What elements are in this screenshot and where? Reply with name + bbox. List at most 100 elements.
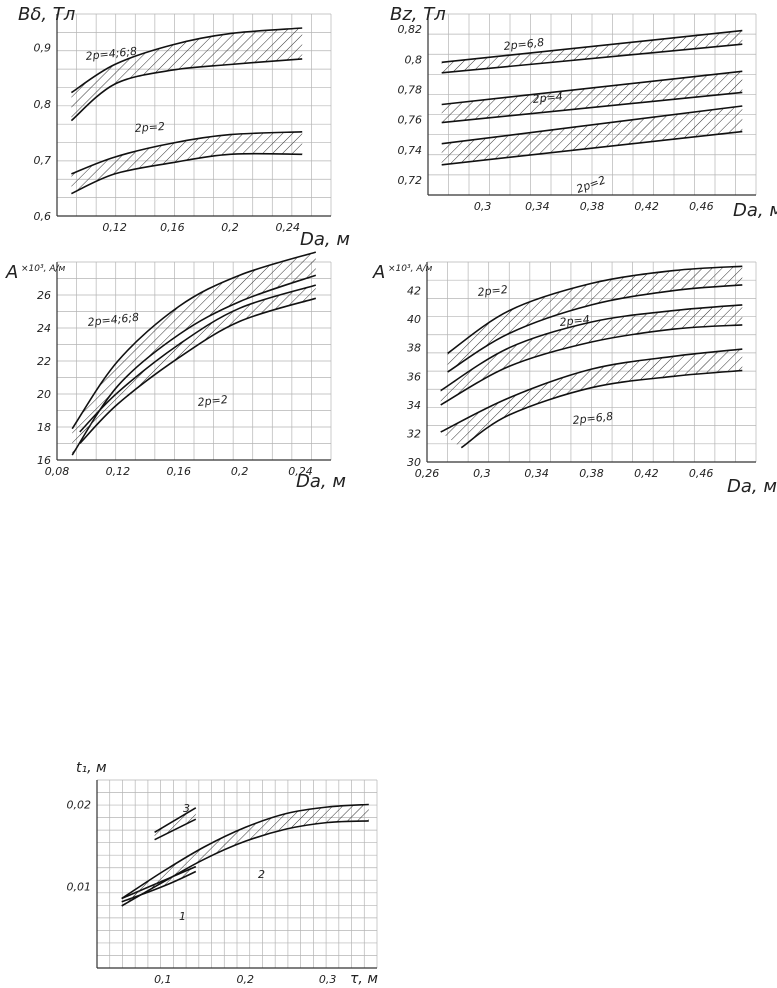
series-lower-curve-2 — [71, 152, 303, 195]
series-lower-curve-2 — [79, 297, 317, 445]
chart-panel-t1: 0,1 0,2 0,3 0,01 0,02 t₁, м τ, м 1 2 3 — [67, 760, 379, 987]
x-tick-label: 0,08 — [45, 465, 70, 478]
series-upper-curve-2 — [121, 803, 369, 900]
x-tick-label: 0,3 — [473, 467, 491, 480]
x-axis-label: τ, м — [350, 971, 378, 987]
series-lower-curve-3 — [441, 130, 743, 166]
series-band-1 — [447, 266, 743, 372]
y-tick-label: 0,9 — [34, 42, 52, 55]
y-tick-label: 0,01 — [67, 880, 92, 893]
x-tick-label: 0,24 — [275, 221, 300, 234]
chart-panel-bdelta: 0,12 0,16 0,2 0,24 0,6 0,7 0,8 0,9 Bδ, Тл Da, м… — [18, 4, 350, 250]
y-tick-label: 0,7 — [34, 154, 52, 167]
y-tick-label: 16 — [37, 454, 51, 467]
y-tick-label: 24 — [37, 322, 51, 335]
y-axis-label: A — [372, 262, 385, 283]
x-tick-label: 0,3 — [474, 200, 492, 213]
x-tick-label: 0,12 — [106, 465, 131, 478]
series-label: 1 — [179, 910, 186, 923]
y-tick-label: 18 — [37, 421, 51, 434]
series-upper-curve-3 — [154, 807, 197, 833]
chart-panel-bz: 0,3 0,34 0,38 0,42 0,46 0,72 0,74 0,76 0,78 0,8 0,… — [390, 4, 777, 221]
y-tick-label: 20 — [37, 388, 51, 401]
x-tick-label: 0,2 — [221, 221, 239, 234]
series-label: 2p=2 — [477, 283, 508, 299]
series-upper-curve-1 — [70, 27, 303, 94]
y-tick-label: 0,8 — [405, 53, 423, 66]
x-tick-label: 0,42 — [634, 200, 659, 213]
series-lower-curve-1 — [447, 284, 743, 373]
series-label: 2 — [258, 868, 265, 881]
series-upper-curve-2 — [440, 304, 743, 392]
series-band-3 — [441, 106, 743, 165]
x-tick-label: 0,46 — [689, 200, 714, 213]
y-tick-label: 34 — [407, 399, 421, 412]
series-upper-curve-2 — [79, 284, 317, 433]
y-tick-label: 0,8 — [34, 98, 52, 111]
x-tick-label: 0,38 — [580, 200, 605, 213]
y-axis-unit: ×10³, А/м — [388, 264, 433, 274]
x-tick-label: 0,46 — [689, 467, 714, 480]
y-axis-label: Bδ, Тл — [18, 4, 75, 25]
y-axis-label: Bz, Тл — [390, 4, 446, 25]
series-upper-curve-2 — [441, 70, 743, 106]
series-label: 2p=6,8 — [572, 410, 614, 427]
series-label: 2p=4 — [559, 313, 590, 329]
series-label: 2p=2 — [197, 393, 228, 409]
x-tick-label: 0,1 — [154, 973, 172, 986]
series-band-2 — [71, 131, 303, 194]
series-label: 2p=2 — [134, 120, 165, 135]
series-upper-curve-1 — [71, 251, 317, 430]
series-band-2 — [79, 285, 316, 444]
series-lower-curve-3 — [154, 818, 197, 841]
x-tick-label: 0,3 — [319, 973, 337, 986]
x-tick-label: 0,16 — [160, 221, 185, 234]
y-axis-label: A — [5, 262, 18, 283]
x-tick-label: 0,12 — [102, 221, 127, 234]
y-tick-label: 38 — [407, 342, 421, 355]
x-tick-label: 0,2 — [231, 465, 249, 478]
series-upper-curve-2 — [71, 131, 303, 175]
series-label: 2p=4;6;8 — [87, 311, 140, 329]
x-tick-label: 0,26 — [415, 467, 440, 480]
x-axis-label: Da, м — [300, 229, 350, 250]
y-tick-label: 30 — [407, 456, 421, 469]
series-label: 2p=6,8 — [503, 36, 545, 53]
series-upper-curve-1 — [441, 29, 743, 64]
series-label: 2p=4;6;8 — [85, 45, 138, 63]
y-tick-label: 0,72 — [398, 174, 423, 187]
series-lower-curve-1 — [441, 43, 743, 74]
y-tick-label: 40 — [407, 313, 421, 326]
y-axis-unit: ×10³, А/м — [21, 264, 66, 274]
series-band-1 — [72, 252, 316, 456]
y-tick-label: 26 — [37, 289, 51, 302]
series-upper-curve-3 — [441, 105, 743, 145]
x-tick-label: 0,34 — [524, 467, 549, 480]
series-lower-curve-3 — [460, 369, 743, 449]
series-lower-curve-2 — [440, 324, 743, 406]
y-tick-label: 36 — [407, 370, 421, 383]
series-band-2 — [441, 71, 743, 123]
x-tick-label: 0,38 — [579, 467, 604, 480]
x-axis-label: Da, м — [296, 471, 346, 492]
series-upper-curve-1 — [447, 265, 743, 355]
y-tick-label: 0,6 — [34, 210, 52, 223]
x-axis-label: Da, м — [727, 476, 777, 497]
series-band-3 — [154, 807, 196, 840]
y-tick-label: 0,02 — [67, 799, 92, 812]
series-lower-curve-2 — [441, 91, 743, 124]
y-tick-label: 0,82 — [398, 23, 423, 36]
series-label: 3 — [183, 802, 190, 815]
x-tick-label: 0,16 — [167, 465, 192, 478]
y-tick-label: 0,78 — [398, 83, 423, 96]
x-tick-label: 0,24 — [288, 465, 313, 478]
y-tick-label: 0,74 — [398, 144, 423, 157]
series-band-1 — [441, 30, 743, 73]
series-lower-curve-1 — [70, 58, 303, 122]
y-tick-label: 0,76 — [398, 114, 423, 127]
chart-panel-a-small: 0,08 0,12 0,16 0,2 0,24 16 18 20 22 24 26 A ×10³, … — [5, 251, 346, 492]
series-label: 2p=2 — [575, 173, 608, 196]
series-lower-curve-2 — [121, 820, 369, 907]
